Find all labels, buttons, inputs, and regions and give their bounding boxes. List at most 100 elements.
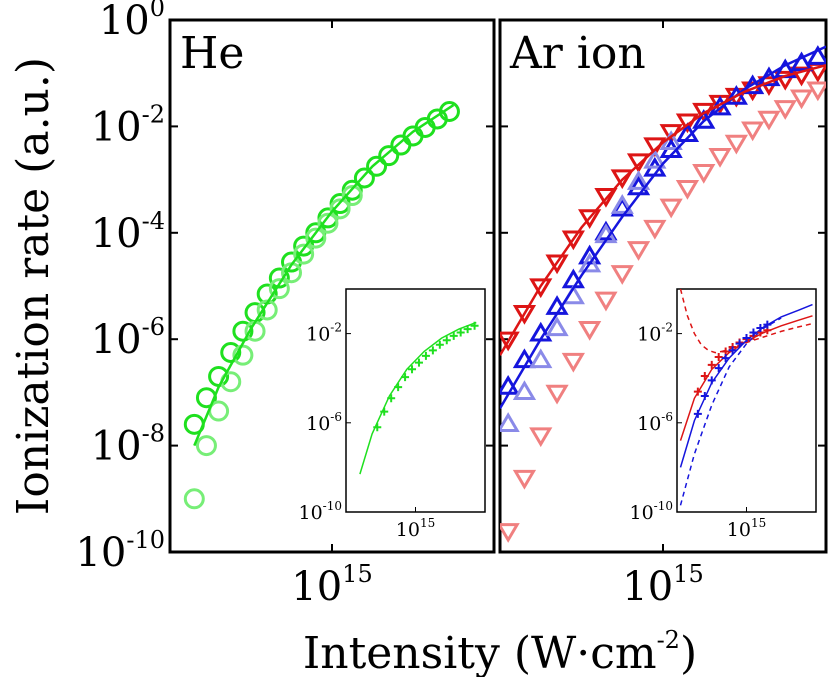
data-point-0-1-9 bbox=[293, 243, 315, 265]
data-point-inset0-1-7 bbox=[421, 351, 430, 360]
data-point-0-1-0 bbox=[183, 488, 205, 510]
data-point-0-0-4 bbox=[232, 320, 254, 342]
data-point-1-0-5 bbox=[578, 209, 602, 229]
data-point-inset0-1-0 bbox=[373, 423, 382, 432]
series-group bbox=[500, 45, 826, 543]
data-point-inset1-5-1 bbox=[700, 392, 709, 401]
data-point-1-0-0 bbox=[500, 331, 520, 352]
inset-y-tick-0: 10-2 bbox=[637, 321, 673, 346]
inset-x-tick-label: 1015 bbox=[396, 516, 435, 541]
series-line-inset1-0 bbox=[679, 289, 813, 354]
x-axis-title-close: ) bbox=[680, 628, 697, 677]
y-axis-title: Ionization rate (a.u.) bbox=[8, 57, 59, 515]
data-point-inset0-1-13 bbox=[463, 325, 472, 334]
panel-1: 1015 Ar ion 10-2 10-6 10-10 1015 bbox=[498, 18, 828, 610]
data-point-1-3-17 bbox=[773, 100, 797, 120]
y-tick-1: 10-2 bbox=[91, 100, 165, 150]
data-point-inset0-1-2 bbox=[387, 394, 396, 403]
inset-y-tick-2: 10-10 bbox=[629, 499, 673, 524]
data-point-1-1-12 bbox=[692, 108, 716, 129]
data-point-1-2-9 bbox=[643, 148, 667, 169]
data-point-1-2-1 bbox=[512, 380, 537, 401]
data-point-1-0-3 bbox=[545, 254, 569, 275]
data-point-1-0-1 bbox=[512, 304, 537, 325]
inset-frame bbox=[676, 288, 817, 513]
data-point-inset0-1-11 bbox=[449, 331, 458, 340]
data-point-0-0-14 bbox=[353, 167, 375, 189]
inset-y-tick-0: 10-2 bbox=[306, 321, 342, 346]
data-point-inset0-1-5 bbox=[408, 365, 417, 374]
data-point-1-3-6 bbox=[594, 291, 618, 312]
data-point-0-0-7 bbox=[268, 267, 290, 289]
inset-series bbox=[679, 289, 813, 506]
panel-label: Ar ion bbox=[509, 28, 646, 79]
data-point-1-3-0 bbox=[500, 523, 520, 543]
data-point-1-2-5 bbox=[578, 252, 602, 273]
inset-y-tick-1: 10-6 bbox=[306, 410, 342, 435]
inset-series bbox=[359, 321, 479, 475]
data-point-1-2-3 bbox=[545, 316, 569, 337]
data-point-1-3-9 bbox=[643, 219, 667, 240]
data-point-1-3-13 bbox=[708, 148, 732, 168]
y-tick-4: 10-8 bbox=[91, 420, 165, 470]
series-group bbox=[183, 101, 460, 510]
y-tick-5: 10-10 bbox=[75, 526, 165, 576]
data-point-inset1-5-10 bbox=[763, 320, 772, 329]
inset-0: 10-2 10-6 10-10 1015 bbox=[298, 288, 486, 541]
data-point-inset0-1-12 bbox=[456, 328, 465, 337]
data-point-0-1-11 bbox=[317, 212, 339, 234]
data-point-inset1-4-3 bbox=[714, 353, 723, 362]
data-point-inset1-5-2 bbox=[707, 376, 716, 385]
y-tick-labels: 100 10-2 10-4 10-6 10-8 10-10 bbox=[75, 0, 165, 576]
inset-x-tick-label: 1015 bbox=[727, 516, 766, 541]
data-point-1-2-2 bbox=[529, 348, 553, 369]
data-point-1-3-10 bbox=[659, 198, 683, 219]
data-point-0-1-13 bbox=[341, 185, 363, 207]
data-point-1-1-18 bbox=[789, 51, 814, 72]
series-line-1-5 bbox=[500, 63, 826, 356]
data-point-inset0-1-3 bbox=[394, 383, 403, 392]
x-tick-label: 1015 bbox=[622, 560, 703, 610]
data-point-1-0-17 bbox=[773, 70, 797, 91]
data-point-inset1-4-0 bbox=[693, 387, 702, 396]
data-point-0-1-12 bbox=[329, 198, 351, 220]
data-point-0-0-3 bbox=[220, 342, 242, 363]
x-axis-title-exp: -2 bbox=[657, 626, 680, 654]
data-point-0-0-15 bbox=[366, 155, 388, 177]
data-point-inset1-5-7 bbox=[742, 334, 751, 343]
data-point-inset1-5-0 bbox=[693, 409, 702, 418]
panel-0: 1015 He 10-2 10-6 10-10 1015 bbox=[168, 18, 496, 610]
data-point-inset0-1-6 bbox=[414, 358, 423, 367]
y-tick-2: 10-4 bbox=[91, 207, 165, 257]
data-point-inset0-1-8 bbox=[428, 346, 437, 355]
x-axis-title-main: Intensity (W·cm bbox=[303, 628, 657, 677]
data-point-inset0-1-1 bbox=[380, 407, 389, 416]
data-point-inset1-5-6 bbox=[735, 339, 744, 348]
data-point-1-3-19 bbox=[806, 81, 826, 102]
x-axis-title: Intensity (W·cm-2) bbox=[303, 626, 697, 677]
data-point-1-3-3 bbox=[545, 384, 569, 405]
data-point-inset0-1-10 bbox=[442, 336, 451, 345]
data-point-inset1-5-8 bbox=[749, 328, 758, 337]
data-point-0-0-21 bbox=[438, 101, 460, 123]
data-point-1-3-15 bbox=[741, 121, 765, 142]
data-point-1-0-18 bbox=[789, 66, 814, 87]
x-tick-label: 1015 bbox=[291, 560, 372, 610]
data-point-inset0-1-14 bbox=[470, 321, 479, 330]
data-point-1-3-12 bbox=[692, 164, 716, 184]
data-point-1-3-2 bbox=[529, 427, 553, 448]
data-point-1-3-7 bbox=[610, 265, 634, 285]
inset-1: 10-2 10-6 10-10 1015 bbox=[629, 288, 817, 541]
data-point-0-1-10 bbox=[305, 227, 327, 249]
data-point-1-2-0 bbox=[500, 412, 520, 432]
data-point-0-1-4 bbox=[232, 344, 254, 366]
data-point-inset1-4-4 bbox=[721, 347, 730, 356]
data-point-inset1-5-5 bbox=[728, 346, 737, 355]
data-point-0-0-16 bbox=[378, 145, 400, 167]
data-point-1-1-1 bbox=[512, 348, 537, 369]
data-point-1-3-16 bbox=[757, 110, 781, 131]
data-point-1-2-7 bbox=[610, 194, 634, 214]
data-point-0-1-1 bbox=[195, 435, 217, 457]
data-point-1-0-4 bbox=[561, 230, 585, 251]
